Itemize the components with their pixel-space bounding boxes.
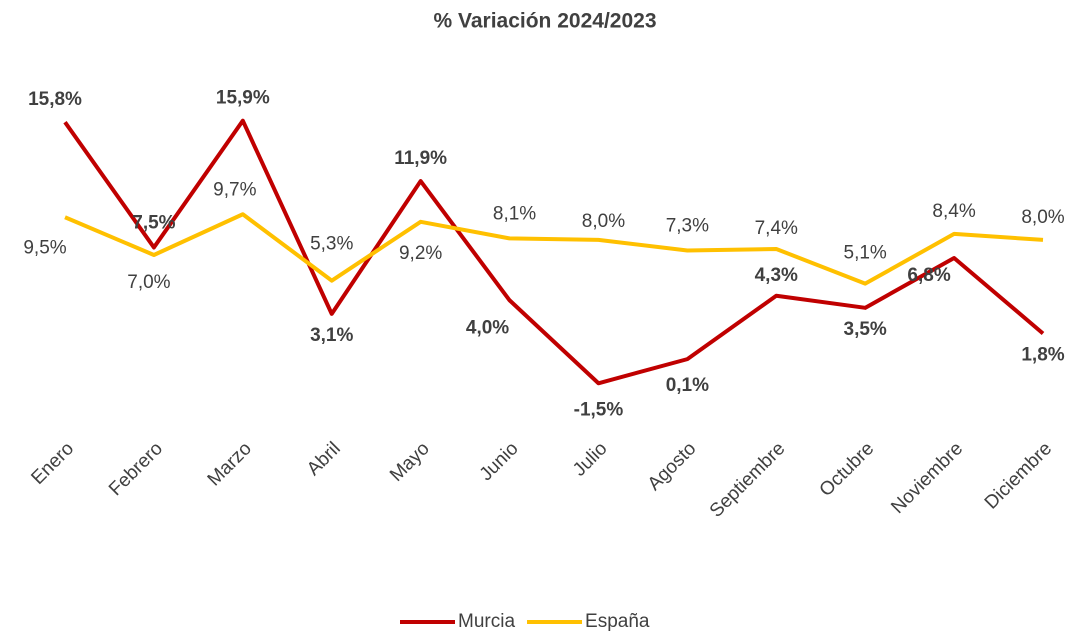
legend-label: Murcia xyxy=(458,611,515,632)
data-label: 4,3% xyxy=(755,265,798,286)
legend-label: España xyxy=(585,611,650,632)
data-label: 11,9% xyxy=(394,148,447,169)
x-tick-label: Agosto xyxy=(644,438,701,495)
x-tick-label: Octubre xyxy=(816,438,879,501)
x-tick-label: Mayo xyxy=(386,438,434,486)
data-label: 1,8% xyxy=(1021,344,1064,365)
x-tick-label: Julio xyxy=(569,438,611,480)
series-line xyxy=(63,118,1045,386)
data-label: 15,9% xyxy=(216,88,270,109)
series-line xyxy=(64,212,1044,286)
x-tick-label: Junio xyxy=(476,438,523,485)
data-label: 9,2% xyxy=(399,243,442,264)
data-label: 15,8% xyxy=(28,89,82,110)
data-label: 8,1% xyxy=(493,203,536,224)
data-label: 7,5% xyxy=(132,212,175,233)
data-label: 8,4% xyxy=(932,201,975,222)
data-label: 5,3% xyxy=(310,234,353,255)
data-label: 3,1% xyxy=(310,325,353,346)
data-label: -1,5% xyxy=(574,399,624,420)
x-tick-label: Marzo xyxy=(204,438,256,490)
chart-title: % Variación 2024/2023 xyxy=(434,10,657,33)
data-label: 7,4% xyxy=(755,218,798,239)
data-label: 9,5% xyxy=(23,237,66,258)
x-tick-label: Noviembre xyxy=(887,438,967,518)
data-label: 0,1% xyxy=(666,375,709,396)
data-label: 5,1% xyxy=(844,243,887,264)
x-tick-label: Septiembre xyxy=(706,438,790,522)
data-label: 7,3% xyxy=(666,215,709,236)
data-label: 4,0% xyxy=(466,317,509,338)
data-label: 8,0% xyxy=(1021,207,1064,228)
data-label: 8,0% xyxy=(582,211,625,232)
x-tick-label: Febrero xyxy=(105,438,167,500)
x-tick-label: Diciembre xyxy=(981,438,1056,513)
x-tick-label: Enero xyxy=(27,438,78,489)
data-label: 7,0% xyxy=(127,272,170,293)
x-tick-label: Abril xyxy=(303,438,345,480)
data-label: 3,5% xyxy=(844,319,887,340)
data-label: 9,7% xyxy=(213,179,256,200)
data-label: 6,8% xyxy=(907,265,950,286)
